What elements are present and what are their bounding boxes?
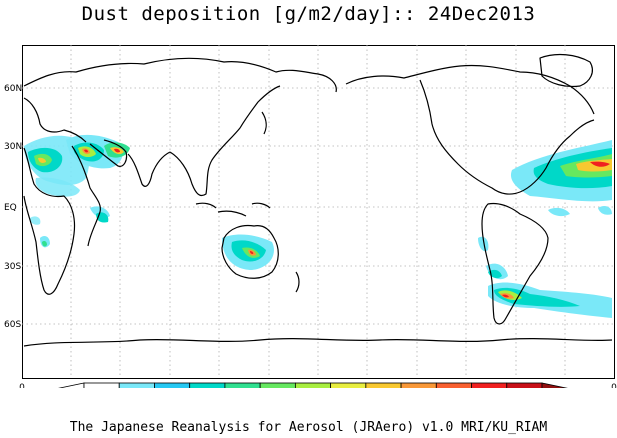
colorbar-cell — [400, 382, 437, 399]
colorbar-cell — [118, 382, 155, 399]
colorbar-edge-right-label: 0 — [611, 383, 617, 388]
colorbar-cell — [259, 382, 296, 399]
colorbar-cell-under — [47, 382, 85, 399]
lat-label-60s: 60S — [4, 320, 21, 330]
lat-label-30s: 30S — [4, 262, 21, 272]
colorbar-cell-over — [541, 382, 579, 399]
colorbar-cell — [365, 382, 402, 399]
colorbar-cell — [294, 382, 332, 399]
lat-label-60n: 60N — [4, 84, 22, 94]
dust-deposition-map: 60N 30N EQ 30S 60S 0 0 00.010.020.030.05… — [4, 45, 617, 413]
colorbar-cell — [224, 382, 261, 399]
map-frame — [22, 45, 615, 379]
colorbar-cell — [506, 382, 543, 399]
coastlines — [23, 53, 613, 347]
colorbar-cell — [435, 382, 472, 399]
colorbar-cell — [154, 382, 191, 399]
latitude-labels: 60N 30N EQ 30S 60S — [4, 84, 22, 330]
dust-shading — [24, 134, 612, 318]
colorbar-cell — [189, 382, 226, 399]
lat-label-eq: EQ — [4, 203, 17, 213]
map-title: Dust deposition [g/m2/day]:: 24Dec2013 — [81, 3, 536, 25]
colorbar-edge-left-label: 0 — [19, 383, 25, 388]
map-panel: 60N 30N EQ 30S 60S 0 0 00.010.020.030.05… — [0, 28, 617, 413]
colorbar-cell — [471, 382, 508, 399]
footer-credit: The Japanese Reanalysis for Aerosol (JRA… — [69, 420, 548, 435]
lat-label-30n: 30N — [4, 142, 22, 152]
colorbar-cell — [330, 382, 367, 399]
colorbar: 0 0 00.010.020.030.050.070.10.20.30.50.7… — [19, 382, 617, 413]
colorbar-cell — [83, 382, 120, 399]
